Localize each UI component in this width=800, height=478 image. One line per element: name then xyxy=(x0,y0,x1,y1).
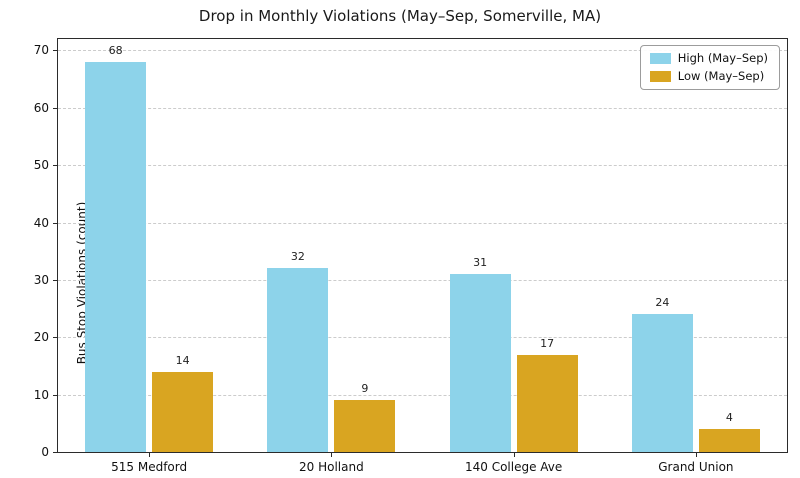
y-tick-label: 0 xyxy=(41,445,49,459)
y-tick-mark xyxy=(53,279,58,281)
bar-high-20-holland xyxy=(267,268,329,452)
y-tick-mark xyxy=(53,50,58,52)
legend: High (May–Sep) Low (May–Sep) xyxy=(639,45,780,90)
gridline xyxy=(58,50,787,52)
bar-high-140-college-ave xyxy=(449,274,511,452)
y-tick-mark xyxy=(53,107,58,109)
bar-high-515-medford xyxy=(85,61,147,452)
x-tick-label: 140 College Ave xyxy=(464,460,563,474)
plot-area: Bus Stop Violations (count) High (May–Se… xyxy=(34,38,788,474)
x-tick-label: Grand Union xyxy=(658,460,734,474)
x-tick-mark xyxy=(513,452,515,457)
legend-item: High (May–Sep) xyxy=(649,51,768,65)
bar-value-label: 17 xyxy=(540,336,555,350)
y-tick-label: 70 xyxy=(33,43,49,58)
legend-label: Low (May–Sep) xyxy=(677,68,765,83)
bar-value-label: 68 xyxy=(108,43,123,57)
legend-label: High (May–Sep) xyxy=(677,51,768,65)
gridline xyxy=(58,165,787,167)
gridline xyxy=(58,279,787,281)
bar-high-grand-union xyxy=(631,314,693,452)
gridline xyxy=(58,222,787,224)
bar-value-label: 14 xyxy=(175,353,190,367)
bar-low-20-holland xyxy=(334,400,396,452)
y-tick-label: 30 xyxy=(33,272,49,287)
legend-swatch xyxy=(649,53,671,65)
bar-value-label: 9 xyxy=(361,382,369,396)
legend-item: Low (May–Sep) xyxy=(649,68,768,83)
y-tick-label: 50 xyxy=(33,158,49,173)
gridline xyxy=(58,337,787,339)
y-tick-mark xyxy=(53,452,58,453)
y-tick-label: 60 xyxy=(33,100,49,115)
bar-value-label: 4 xyxy=(725,411,733,425)
gridline xyxy=(58,107,787,109)
x-tick-mark xyxy=(331,452,333,457)
y-tick-mark xyxy=(53,337,58,339)
legend-swatch xyxy=(649,70,671,82)
y-tick-label: 20 xyxy=(33,330,49,345)
bar-low-515-medford xyxy=(152,371,214,452)
x-tick-mark xyxy=(695,452,697,457)
y-tick-mark xyxy=(53,394,58,396)
chart-title: Drop in Monthly Violations (May–Sep, Som… xyxy=(198,7,602,25)
x-tick-label: 20 Holland xyxy=(299,460,364,474)
x-tick-mark xyxy=(149,452,151,457)
gridline xyxy=(58,394,787,396)
y-tick-label: 10 xyxy=(33,387,49,402)
y-tick-label: 40 xyxy=(33,215,49,230)
bar-value-label: 31 xyxy=(473,256,488,270)
bar-value-label: 32 xyxy=(290,250,305,264)
bar-low-140-college-ave xyxy=(516,354,578,452)
y-tick-mark xyxy=(53,222,58,224)
y-tick-mark xyxy=(53,165,58,167)
x-tick-label: 515 Medford xyxy=(111,460,188,474)
bar-value-label: 24 xyxy=(655,296,670,310)
bar-low-grand-union xyxy=(698,429,760,452)
